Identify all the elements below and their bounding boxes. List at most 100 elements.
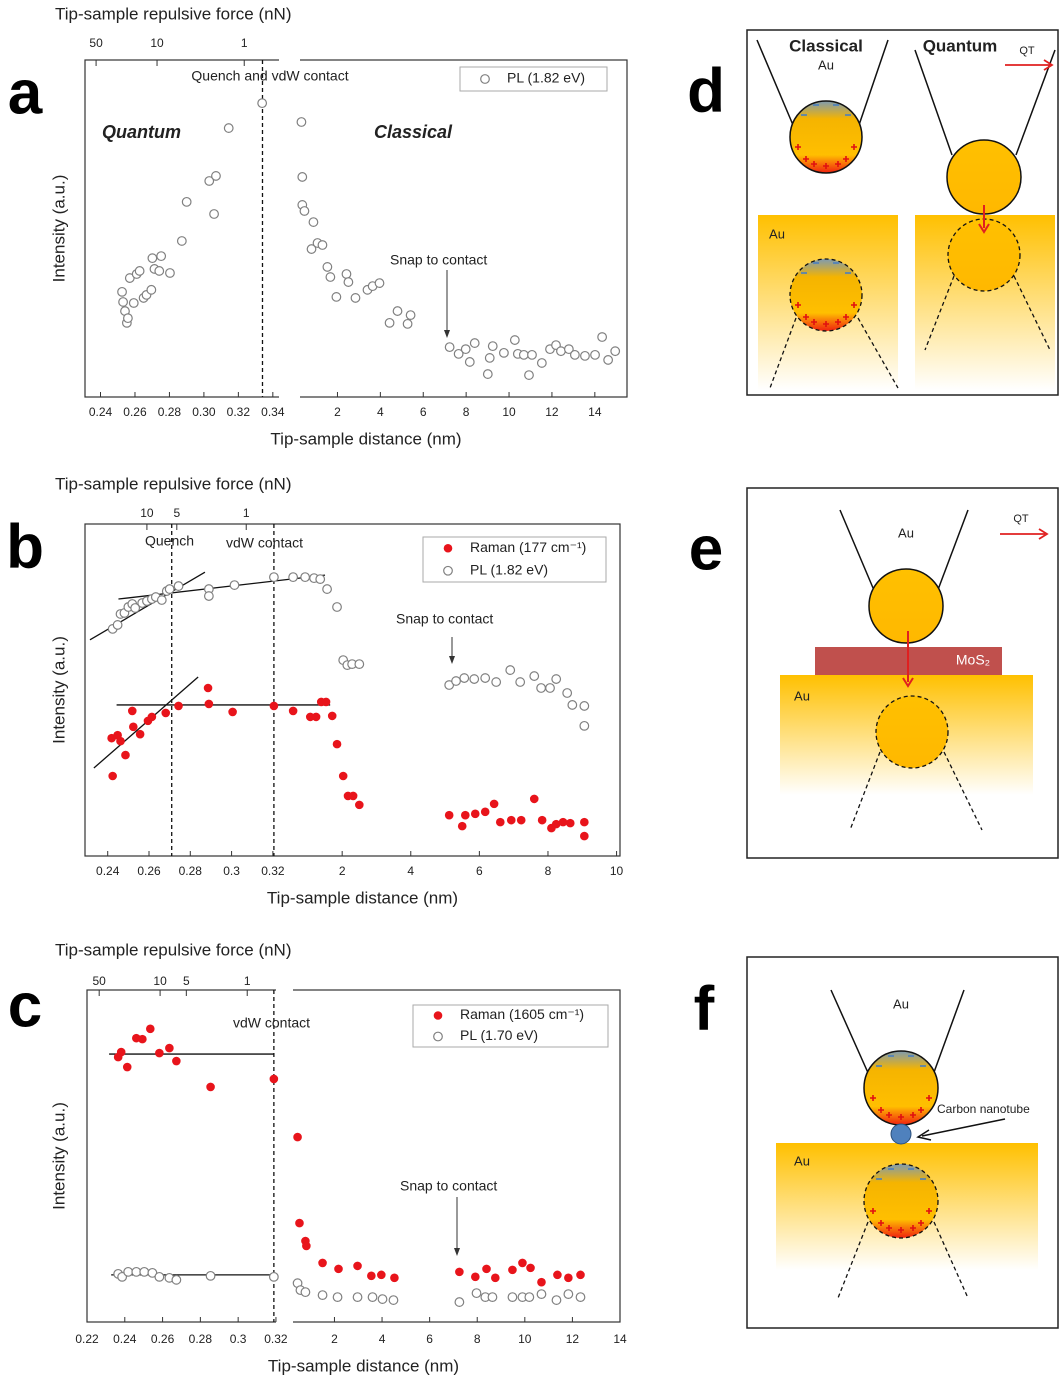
image-sphere — [790, 259, 862, 331]
point — [490, 800, 499, 809]
x2-tick-label: 10 — [150, 36, 164, 50]
point — [289, 707, 298, 716]
y-axis-title: Intensity (a.u.) — [49, 636, 68, 744]
panel-letter: d — [687, 56, 725, 125]
y-axis-title: Intensity (a.u.) — [49, 1102, 68, 1210]
annotation: Classical — [374, 122, 453, 142]
point — [155, 1273, 164, 1282]
figure: aTip-sample repulsive force (nN)Tip-samp… — [0, 0, 1059, 1380]
x-tick-label: 0.28 — [158, 405, 182, 419]
point — [129, 299, 138, 308]
point — [349, 792, 358, 801]
point — [530, 795, 539, 804]
panel-letter: c — [8, 971, 42, 1040]
point — [530, 672, 539, 681]
point — [452, 677, 461, 686]
point — [204, 684, 213, 693]
point — [318, 1291, 327, 1300]
point — [146, 1025, 155, 1034]
point — [576, 1293, 585, 1302]
x-tick-label: 2 — [339, 864, 346, 878]
point — [270, 702, 279, 711]
x-tick-label: 8 — [474, 1332, 481, 1346]
diagram-text: Carbon nanotube — [937, 1102, 1030, 1116]
nanotube — [891, 1124, 911, 1144]
point — [178, 237, 187, 246]
panel-letter: f — [694, 974, 715, 1043]
annotation: Quench and vdW contact — [191, 68, 348, 84]
x-tick-label: 8 — [463, 405, 470, 419]
point — [461, 345, 470, 354]
point — [598, 333, 607, 342]
x-tick-label: 14 — [613, 1332, 627, 1346]
point — [301, 573, 310, 582]
point — [174, 582, 183, 591]
legend-label: Raman (1605 cm⁻¹) — [460, 1006, 584, 1022]
x-tick-label: 0.26 — [123, 405, 147, 419]
diagram-d: Classical Au Quantum QT Au d — [687, 30, 1058, 395]
annotation: Quench — [145, 533, 194, 549]
point — [332, 293, 341, 302]
x-tick-label: 6 — [476, 864, 483, 878]
point — [135, 267, 144, 276]
point — [461, 811, 470, 820]
x2-tick-label: 1 — [244, 974, 251, 988]
point — [113, 621, 122, 630]
point — [270, 573, 279, 582]
point — [124, 314, 133, 323]
x-tick-label: 0.28 — [189, 1332, 213, 1346]
point — [309, 218, 318, 227]
point — [172, 1057, 181, 1066]
point — [333, 740, 342, 749]
point — [334, 1265, 343, 1274]
point — [403, 320, 412, 329]
diagram-text: Au — [898, 525, 914, 540]
x-tick-label: 0.24 — [113, 1332, 137, 1346]
point — [485, 354, 494, 363]
annotation: Quantum — [102, 122, 181, 142]
sphere — [947, 140, 1021, 214]
x-tick-label: 0.30 — [192, 405, 216, 419]
x-tick-label: 12 — [545, 405, 559, 419]
point — [323, 585, 332, 594]
point — [155, 1049, 164, 1058]
point — [351, 294, 360, 303]
point — [488, 1293, 497, 1302]
x-tick-label: 4 — [407, 864, 414, 878]
point — [322, 698, 331, 707]
point — [553, 1271, 562, 1280]
x-tick-label: 2 — [331, 1332, 338, 1346]
point — [445, 343, 454, 352]
point — [471, 1273, 480, 1282]
x-tick-label: 12 — [566, 1332, 580, 1346]
snap-arrow-head — [454, 1248, 460, 1256]
diagram-text: Au — [893, 996, 909, 1011]
image-sphere — [948, 219, 1020, 291]
point — [157, 252, 166, 261]
chart: cTip-sample repulsive force (nN)Tip-samp… — [8, 940, 627, 1375]
point — [378, 1295, 387, 1304]
x-tick-label: 0.32 — [227, 405, 251, 419]
point — [455, 1298, 464, 1307]
panel-letter: a — [8, 58, 43, 127]
point — [557, 347, 566, 356]
point — [174, 702, 183, 711]
point — [580, 722, 589, 731]
point — [538, 359, 547, 368]
point — [516, 678, 525, 687]
x2-tick-label: 10 — [153, 974, 167, 988]
snap-arrow-head — [444, 330, 450, 338]
x-tick-label: 14 — [588, 405, 602, 419]
x2-tick-label: 10 — [140, 506, 154, 520]
point — [571, 351, 580, 360]
point — [128, 707, 137, 716]
point — [344, 278, 353, 287]
point — [580, 832, 589, 841]
x2-axis-title: Tip-sample repulsive force (nN) — [55, 4, 292, 23]
legend-marker — [444, 544, 453, 553]
point — [368, 1293, 377, 1302]
point — [455, 1268, 464, 1277]
axis-break — [279, 394, 300, 400]
axis-break — [276, 987, 293, 993]
